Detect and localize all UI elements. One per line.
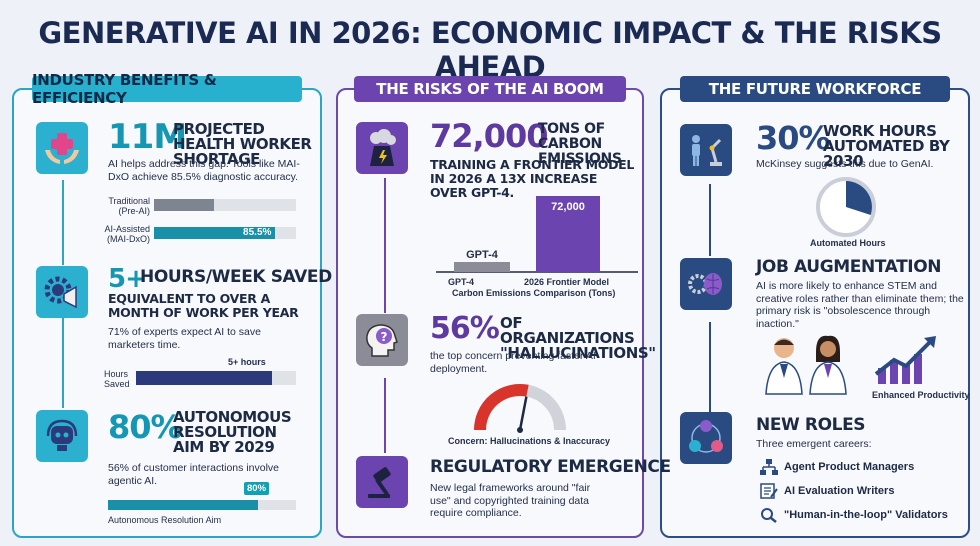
people-network-icon <box>680 412 732 464</box>
pie-value: 30% <box>848 193 867 203</box>
hours-sub: EQUIVALENT TO OVER A MONTH OF WORK PER Y… <box>108 291 299 320</box>
regulatory-desc: New legal frameworks around "fair use" a… <box>430 482 591 519</box>
automated-stat: 30% <box>756 119 831 157</box>
roles-title: NEW ROLES <box>756 415 866 435</box>
power-plant-icon <box>356 122 408 174</box>
checklist-icon <box>760 483 778 499</box>
healthcare-hands-icon <box>36 122 88 174</box>
hallucination-desc: the top concern preventing faster AI dep… <box>430 350 596 375</box>
org-chart-icon <box>760 459 778 475</box>
productivity-chart-icon <box>874 336 936 384</box>
autonomous-desc: 56% of customer interactions involve age… <box>108 462 279 487</box>
role-item: AI Evaluation Writers <box>760 483 894 499</box>
carbon-tick-frontier: 2026 Frontier Model <box>524 277 610 287</box>
augmentation-desc: AI is more likely to enhance STEM and cr… <box>756 280 964 330</box>
gear-brain-icon <box>680 258 732 310</box>
role-label: AI Evaluation Writers <box>784 485 895 497</box>
carbon-bar-gpt4 <box>454 262 510 272</box>
workforce-heading: THE FUTURE WORKFORCE <box>680 76 950 102</box>
pie-caption: Automated Hours <box>810 238 886 248</box>
role-item: "Human-in-the-loop" Validators <box>760 507 948 523</box>
svg-text:?: ? <box>381 330 388 344</box>
automated-pie <box>816 177 876 237</box>
augmentation-title: JOB AUGMENTATION <box>756 257 942 277</box>
magnifier-icon <box>761 508 777 523</box>
hallucination-stat: 56% <box>430 311 500 346</box>
carbon-label: TONS OF CARBON EMISSIONS <box>538 121 622 167</box>
automated-desc: McKinsey suggests this due to GenAI. <box>756 158 934 170</box>
regulatory-title: REGULATORY EMERGENCE <box>430 457 671 477</box>
carbon-x-label: Carbon Emissions Comparison (Tons) <box>452 288 616 298</box>
gauge-caption: Concern: Hallucinations & Inaccuracy <box>448 436 611 446</box>
hours-bar-value: 5+ hours <box>228 357 266 367</box>
autonomous-label: AUTONOMOUS RESOLUTION AIM BY 2029 <box>173 408 292 456</box>
automated-label: WORK HOURS AUTOMATED BY 2030 <box>823 122 950 170</box>
hours-bar-label: Hours Saved <box>104 369 130 389</box>
carbon-bar-label-frontier: 72,000 <box>551 201 585 213</box>
doctors-illustration <box>765 335 847 395</box>
connector-line <box>709 322 711 412</box>
role-item: Agent Product Managers <box>760 459 914 475</box>
connector-line <box>384 378 386 453</box>
hours-desc: 71% of experts expect AI to save markete… <box>108 326 261 351</box>
connector-line <box>62 318 64 408</box>
worker-robot-arm-icon <box>680 124 732 176</box>
autonomous-bar-track <box>108 500 296 510</box>
hours-bar-track <box>136 371 296 385</box>
carbon-sub: TRAINING A FRONTIER MODEL IN 2026 A 13X … <box>430 157 635 200</box>
carbon-bar-frontier <box>536 196 600 272</box>
page-title: GENERATIVE AI IN 2026: ECONOMIC IMPACT &… <box>38 16 942 84</box>
robot-headset-icon <box>36 410 88 462</box>
connector-line <box>709 184 711 256</box>
health-label: PROJECTED HEALTH WORKER SHORTAGE <box>173 120 312 168</box>
health-desc: AI helps address this gap. Tools like MA… <box>108 158 300 183</box>
connector-line <box>384 178 386 313</box>
hours-label: HOURS/WEEK SAVED <box>140 267 332 287</box>
traditional-bar <box>154 199 214 211</box>
ai-assisted-value: 85.5% <box>243 227 272 238</box>
productivity-caption: Enhanced Productivity <box>872 390 970 400</box>
autonomous-stat: 80% <box>108 408 183 446</box>
hours-stat: 5+ <box>108 264 147 294</box>
gear-megaphone-icon <box>36 266 88 318</box>
ai-assisted-bar-label: AI-Assisted (MAI-DxO) <box>104 224 150 244</box>
gavel-icon <box>356 456 408 508</box>
hours-bar <box>136 371 272 385</box>
carbon-bar-label-gpt4: GPT-4 <box>466 249 499 261</box>
carbon-stat: 72,000 <box>430 117 548 155</box>
ai-assisted-bar: 85.5% <box>154 227 276 239</box>
benefits-heading: INDUSTRY BENEFITS & EFFICIENCY <box>32 71 302 107</box>
traditional-bar-track <box>154 199 296 211</box>
risks-heading: THE RISKS OF THE AI BOOM <box>354 76 626 102</box>
carbon-tick-gpt4: GPT-4 <box>448 277 475 287</box>
hallucination-label: OF ORGANIZATIONS "HALLUCINATIONS" <box>500 314 656 362</box>
role-label: "Human-in-the-loop" Validators <box>784 509 948 521</box>
role-label: Agent Product Managers <box>784 461 915 473</box>
gauge-value: 56% <box>508 384 527 394</box>
traditional-bar-label: Traditional (Pre-AI) <box>108 196 150 216</box>
hallucination-gauge <box>474 384 566 433</box>
head-question-icon: ? <box>356 314 408 366</box>
health-stat: 11M <box>108 117 187 157</box>
ai-assisted-bar-track: 85.5% <box>154 227 296 239</box>
autonomous-bar <box>108 500 259 510</box>
connector-line <box>62 180 64 265</box>
carbon-bar-chart: GPT-4 72,000 <box>436 196 638 273</box>
autonomous-bar-label: Autonomous Resolution Aim <box>108 515 222 525</box>
roles-sub: Three emergent careers: <box>756 438 872 450</box>
autonomous-bar-value: 80% <box>244 482 270 495</box>
